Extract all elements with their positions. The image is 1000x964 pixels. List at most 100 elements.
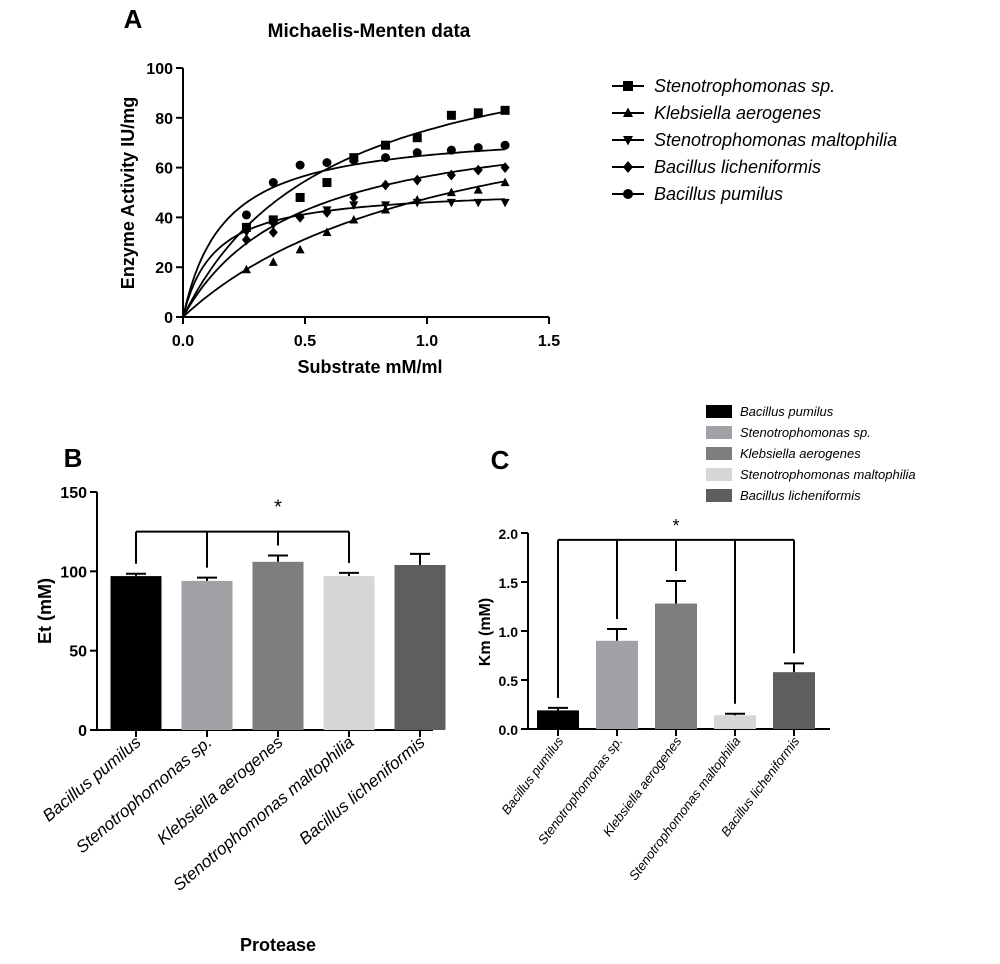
chart-a-point: [241, 234, 251, 246]
chart-c-bar: [714, 715, 756, 729]
chart-a-legend-marker: [623, 136, 633, 146]
chart-a-point: [268, 257, 278, 266]
chart-c-bar: [596, 640, 638, 729]
chart-b-bars: [110, 552, 446, 730]
chart-a-point: [473, 185, 483, 194]
chart-a-legend-marker: [623, 81, 633, 91]
chart-a-y-tick-label: 20: [155, 260, 173, 277]
chart-a-point: [473, 143, 483, 153]
chart-b-category-label: Stenotrophomonas sp.: [72, 733, 215, 858]
chart-a-point: [322, 227, 332, 236]
chart-a-x-tick-label: 0.5: [294, 333, 316, 350]
chart-a-point: [412, 198, 422, 208]
chart-a-point: [322, 207, 332, 218]
chart-a-legend-entry: Bacillus pumilus: [654, 184, 783, 204]
chart-b-y-tick-label: 0: [78, 723, 87, 740]
chart-c-legend-swatch: [706, 426, 732, 439]
chart-a-point: [241, 222, 251, 232]
chart-a-fit-curve: [182, 163, 506, 318]
chart-a-point: [349, 155, 359, 165]
chart-a-point: [473, 198, 483, 208]
panel-c-label: C: [491, 445, 510, 475]
chart-a-y-tick-label: 0: [164, 310, 173, 327]
chart-a-legend-entry: Bacillus licheniformis: [654, 157, 821, 177]
chart-a-point: [446, 187, 456, 197]
chart-a-point: [295, 244, 305, 254]
chart-c-y-tick-label: 0.5: [499, 673, 519, 689]
chart-a-point: [381, 201, 391, 210]
chart-a-point: [412, 148, 422, 158]
chart-a-point: [446, 145, 456, 155]
chart-c-legend-entry: Stenotrophomonas maltophilia: [740, 467, 916, 482]
chart-a-point: [295, 192, 305, 202]
chart-a-x-tick-label: 1.0: [416, 333, 438, 350]
panel-b-label: B: [64, 443, 83, 473]
chart-c-y-tick-label: 1.5: [499, 575, 519, 591]
chart-a-point: [500, 105, 510, 115]
chart-a-x-axis-label: Substrate mM/ml: [297, 357, 442, 377]
chart-a-point: [446, 198, 456, 208]
chart-a-point: [381, 140, 391, 150]
chart-b-y-tick-label: 150: [60, 485, 87, 502]
chart-b-category-label: Klebsiella aerogenes: [153, 732, 287, 848]
chart-a-point: [381, 153, 391, 163]
chart-c-bar: [537, 710, 579, 729]
chart-a-legend-marker: [623, 107, 633, 117]
panel-a: A Michaelis-Menten data Substrate mM/ml …: [118, 4, 897, 377]
chart-a-point: [349, 192, 359, 203]
chart-a-legend-marker: [623, 161, 633, 173]
chart-a-point: [268, 221, 278, 230]
chart-a-axes: 0.0 0.5 1.0 1.5 0 20 40 60 80 100: [146, 61, 560, 350]
chart-b-bar: [394, 564, 446, 730]
chart-a-point: [473, 164, 483, 176]
chart-a-point: [500, 162, 510, 173]
chart-c-legend-swatch: [706, 489, 732, 502]
chart-a-y-axis-label: Enzyme Activity IU/mg: [118, 97, 138, 289]
chart-a-y-tick-label: 40: [155, 210, 173, 227]
chart-c-y-tick-label: 0.0: [499, 722, 519, 738]
chart-a-point: [349, 201, 359, 210]
chart-a-point: [412, 174, 422, 186]
chart-a-legend-entry: Stenotrophomonas sp.: [654, 76, 835, 96]
chart-b-x-axis-label: Protease: [240, 935, 316, 955]
chart-a-y-tick-label: 100: [146, 61, 173, 78]
chart-a-point: [446, 110, 456, 120]
chart-a-point: [381, 179, 391, 191]
chart-c-legend-swatch: [706, 468, 732, 481]
chart-a-point: [500, 198, 510, 208]
chart-c-y-tick-label: 2.0: [499, 526, 519, 542]
chart-b-significance: *: [135, 497, 350, 568]
chart-c-significance-star: *: [672, 516, 679, 536]
chart-a-fit-curves: [182, 110, 506, 318]
chart-a-title: Michaelis-Menten data: [268, 21, 471, 42]
chart-a-point: [295, 160, 305, 170]
chart-c-bar: [655, 603, 697, 729]
chart-a-point: [268, 226, 278, 238]
chart-a-y-tick-label: 60: [155, 161, 173, 178]
chart-b-significance-star: *: [274, 497, 282, 519]
chart-a-point: [322, 178, 332, 188]
chart-b-bar: [252, 561, 304, 730]
chart-c-legend-entry: Bacillus pumilus: [740, 404, 834, 419]
chart-a-points: [241, 105, 510, 274]
chart-c-significance: *: [557, 516, 795, 704]
chart-c-category-label: Bacillus pumilus: [498, 733, 566, 817]
chart-b-category-label: Bacillus licheniformis: [295, 732, 428, 848]
chart-c-y-axis-label: Km (mM): [477, 598, 494, 666]
chart-a-point: [500, 140, 510, 150]
chart-a-point: [349, 214, 359, 224]
chart-a-x-tick-label: 1.5: [538, 333, 560, 350]
chart-b-y-tick-label: 50: [69, 644, 87, 661]
chart-b-bar: [323, 576, 375, 730]
chart-a-point: [268, 178, 278, 188]
panel-c: C Km (mM) 0.0 0.5 1.0 1.5 2.0 Bacillus pumilu…: [477, 404, 916, 883]
panel-a-label: A: [124, 4, 143, 34]
chart-a-point: [268, 215, 278, 225]
chart-a-fit-curve: [182, 198, 506, 318]
chart-a-fit-curve: [182, 110, 506, 318]
chart-b-bar: [181, 580, 233, 730]
chart-c-legend-swatch: [706, 447, 732, 460]
chart-a-legend-entry: Stenotrophomonas maltophilia: [654, 130, 897, 150]
chart-c-legend-entry: Klebsiella aerogenes: [740, 446, 861, 461]
